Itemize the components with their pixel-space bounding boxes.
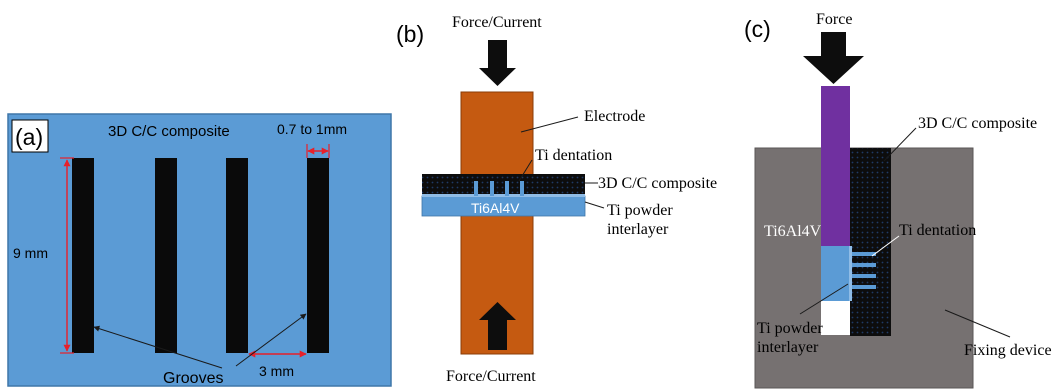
electrode-leader [520,116,579,133]
panel-a: (a) 3D C/C composite 0.7 to 1mm 9 mm 3 m… [7,113,392,387]
ti-dentation [490,181,494,196]
ti-dentation [850,274,876,278]
powder-label-line1: Ti powder [757,320,823,337]
powder-label-line2: interlayer [757,339,819,356]
punch [821,86,850,246]
panel-c: (c) Force 3D C/C composite Ti6Al4V Ti de… [744,11,1052,389]
groove [307,158,329,353]
force-arrow-down [803,32,864,84]
dentation-leader [871,235,900,257]
powder-leader [799,283,849,315]
ti-dentation [474,181,478,196]
ti-dentation [505,181,509,196]
cavity [821,301,850,335]
groove [155,158,177,353]
ti-dentation [850,263,876,267]
panel-a-label: (a) [15,124,43,150]
powder-interlayer [849,246,852,301]
grooves-label: Grooves [163,370,223,387]
force-label: Force [816,11,852,28]
ti-dentation [850,285,876,289]
composite-leader [883,127,917,162]
groove-height-label: 9 mm [13,245,48,261]
alloy-label: Ti6Al4V [471,200,520,216]
panel-c-label: (c) [744,16,771,42]
composite-label: 3D C/C composite [598,175,717,192]
grooves-leader [93,325,223,369]
electrode-label: Electrode [584,108,645,125]
fixing-label: Fixing device [964,342,1052,359]
panel-b: (b) Force/Current Ti6Al4V Force/Current … [396,14,717,385]
groove [226,158,248,353]
composite-strip [422,174,585,196]
powder-label-line2: interlayer [607,221,669,238]
ti-dentation [520,181,524,196]
ti-dentation [850,252,876,256]
force-arrow-down [479,40,516,86]
grooves-leader [235,313,307,367]
panel-b-label: (b) [396,21,424,47]
force-arrow-up [479,302,516,350]
powder-leader [584,201,605,209]
composite-label: 3D C/C composite [918,115,1037,132]
bottom-force-label: Force/Current [446,368,536,385]
fixing-leader [944,309,1011,338]
composite-block [850,148,891,336]
panel-a-title: 3D C/C composite [108,123,230,140]
powder-interlayer [422,194,585,197]
groove-width-label: 0.7 to 1mm [277,121,347,137]
composite-plate [7,113,392,387]
groove [72,158,94,353]
alloy-block [821,246,850,301]
groove-spacing-label: 3 mm [259,363,294,379]
dentation-leader [518,159,533,182]
dentation-label: Ti dentation [535,147,612,164]
panel-a-label-box [11,119,49,153]
top-force-label: Force/Current [452,14,542,31]
dentation-label: Ti dentation [899,222,976,239]
alloy-label: Ti6Al4V [764,223,822,240]
powder-label-line1: Ti powder [607,202,673,219]
